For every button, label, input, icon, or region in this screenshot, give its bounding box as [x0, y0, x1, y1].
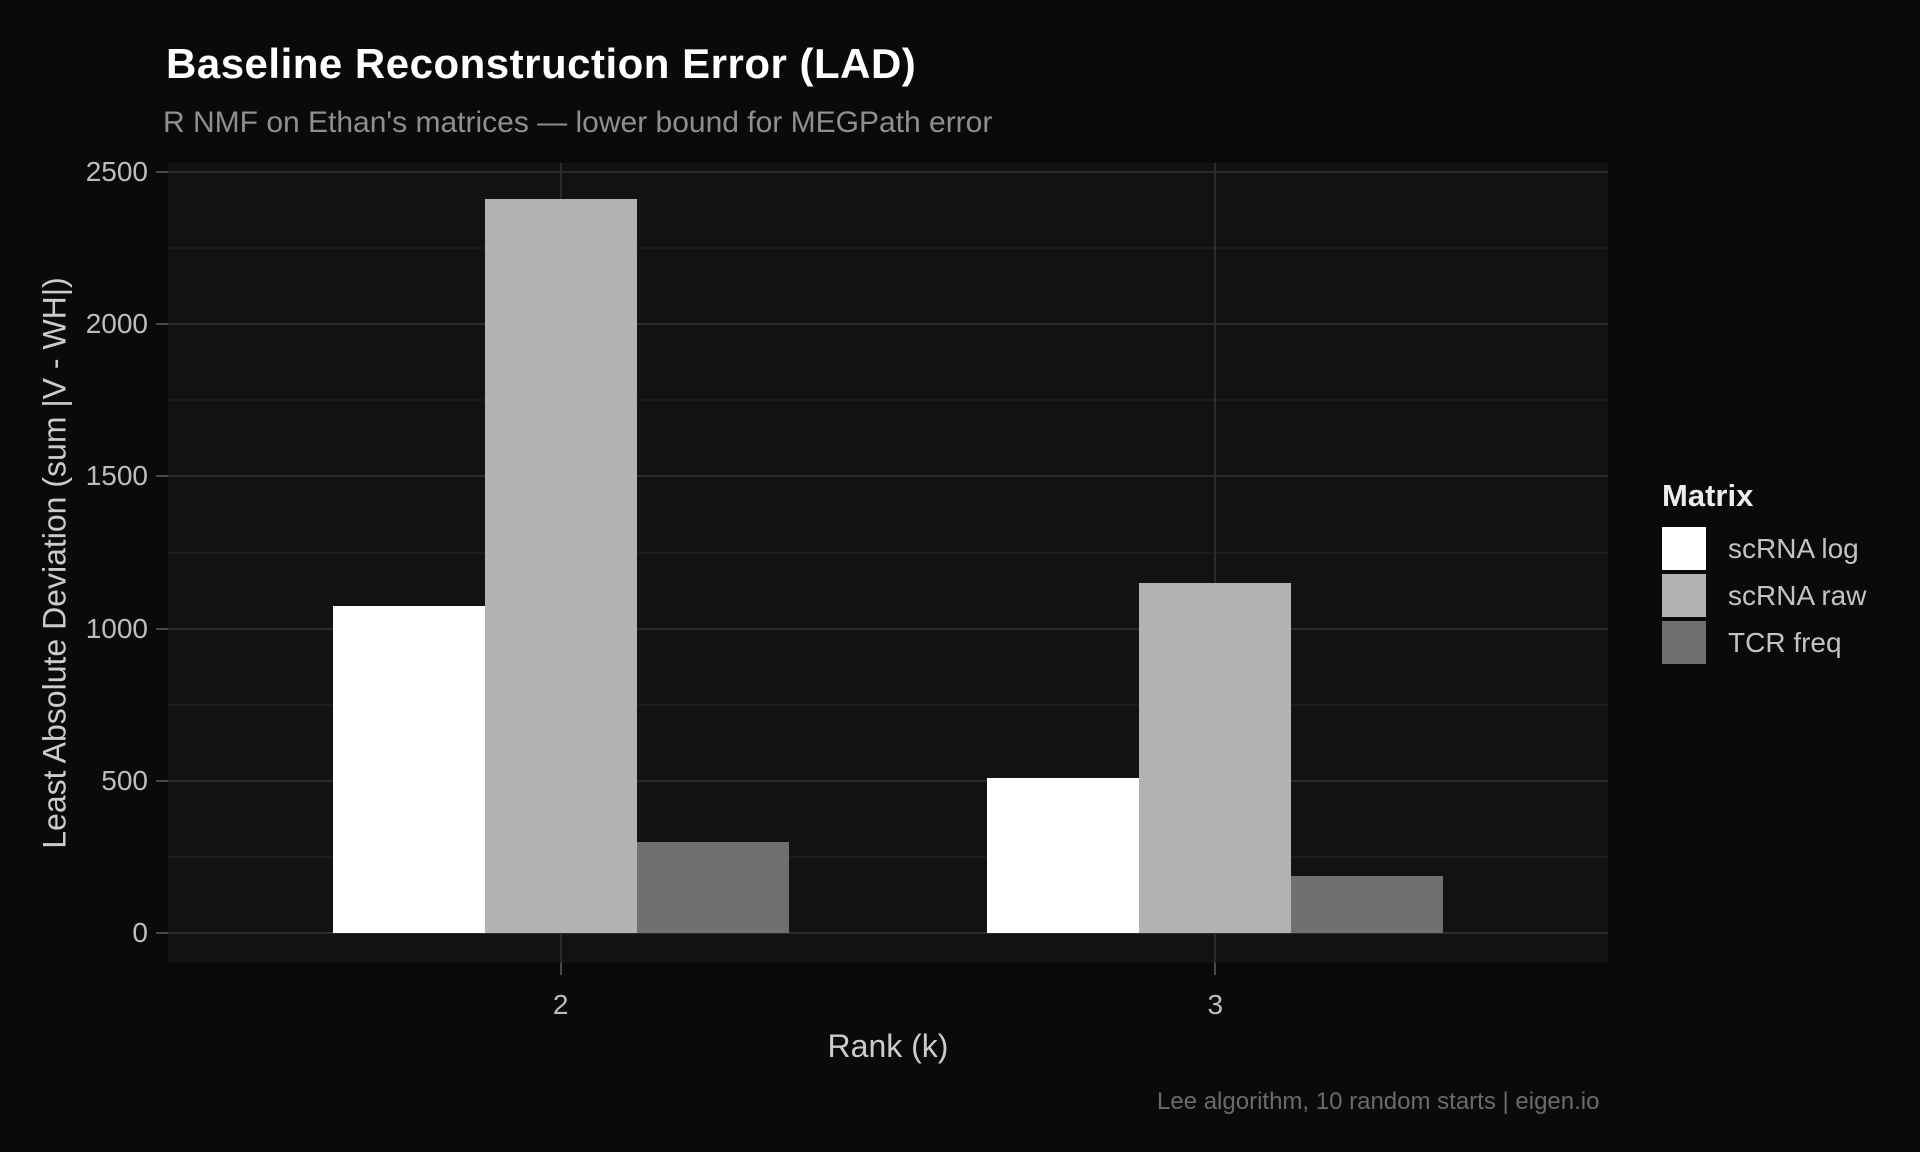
x-axis-title: Rank (k)	[827, 1028, 949, 1064]
gridline-y-major	[168, 171, 1608, 173]
gridline-x-major	[1214, 163, 1217, 963]
gridline-y-minor	[168, 703, 1608, 706]
legend-title: Matrix	[1662, 478, 1754, 513]
y-tick-label: 2500	[85, 156, 148, 187]
bar-scrna-log	[987, 777, 1140, 933]
y-tick-label: 1500	[85, 460, 148, 492]
chart-subtitle: R NMF on Ethan's matrices — lower bound …	[163, 106, 993, 139]
bar-tcr-freq	[636, 841, 789, 933]
y-tick-label: 2000	[85, 308, 148, 340]
y-axis-title: Least Absolute Deviation (sum |V - WH|)	[36, 277, 73, 849]
bar-scrna-log	[332, 605, 485, 933]
y-tick-label: 1000	[85, 612, 148, 644]
gridline-y-minor	[168, 247, 1608, 250]
bar-scrna-raw	[1139, 582, 1292, 933]
gridline-y-minor	[168, 855, 1608, 858]
y-tick-label: 0	[132, 917, 148, 948]
bar-scrna-raw	[484, 199, 637, 933]
x-tick-mark	[559, 963, 562, 975]
legend-item: scRNA raw	[1662, 574, 1866, 617]
gridline-y-minor	[168, 551, 1608, 554]
legend-swatch-tcr-freq	[1662, 621, 1706, 664]
gridline-y-major	[168, 779, 1608, 782]
y-tick-mark	[156, 323, 168, 326]
chart-title: Baseline Reconstruction Error (LAD)	[166, 40, 917, 87]
y-tick-mark	[156, 779, 168, 782]
gridline-y-major	[168, 475, 1608, 478]
chart-caption: Lee algorithm, 10 random starts | eigen.…	[1157, 1088, 1600, 1115]
x-tick-label: 3	[1207, 989, 1224, 1020]
legend-swatch-scrna-log	[1662, 527, 1706, 570]
gridline-y-minor	[168, 399, 1608, 402]
y-tick-mark	[156, 475, 168, 478]
y-tick-label: 500	[101, 764, 148, 796]
legend-swatch-scrna-raw	[1662, 574, 1706, 617]
x-tick-mark	[1214, 963, 1217, 975]
bar-tcr-freq	[1291, 876, 1444, 933]
legend: Matrix scRNA log scRNA raw TCR freq	[1662, 478, 1866, 668]
legend-label: scRNA log	[1728, 532, 1859, 564]
legend-label: TCR freq	[1728, 626, 1842, 658]
legend-item: TCR freq	[1662, 621, 1866, 664]
legend-label: scRNA raw	[1728, 579, 1867, 611]
x-tick-label: 2	[552, 989, 569, 1020]
y-tick-mark	[156, 627, 168, 630]
gridline-y-major	[168, 323, 1608, 326]
legend-item: scRNA log	[1662, 527, 1866, 570]
plot-panel	[168, 163, 1608, 963]
legend-items: scRNA log scRNA raw TCR freq	[1662, 527, 1866, 664]
y-tick-mark	[156, 171, 168, 173]
gridline-y-major	[168, 627, 1608, 630]
gridline-y-major	[168, 932, 1608, 934]
y-tick-mark	[156, 932, 168, 934]
